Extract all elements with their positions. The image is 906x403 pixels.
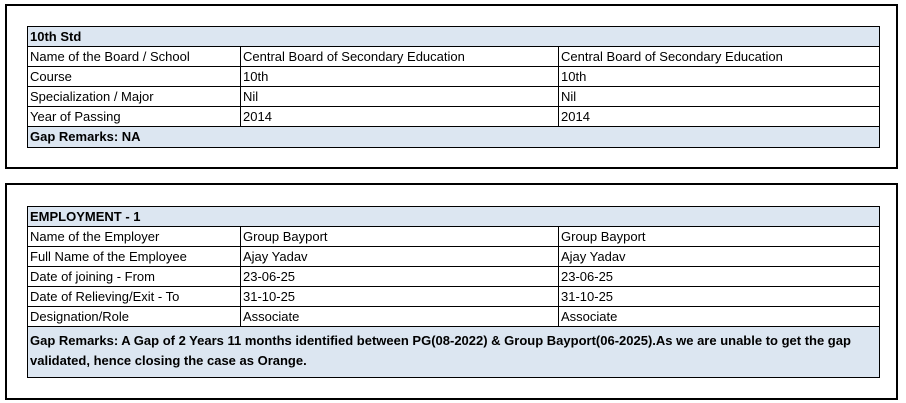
- value-cell: 23-06-25: [240, 266, 559, 287]
- label-cell: Designation/Role: [27, 306, 241, 327]
- data-row: Year of Passing 2014 2014: [27, 106, 880, 127]
- data-row: Course 10th 10th: [27, 66, 880, 87]
- value-cell: Ajay Yadav: [240, 246, 559, 267]
- value-cell: Group Bayport: [557, 226, 881, 247]
- label-cell: Course: [27, 66, 241, 87]
- section-title: 10th Std: [27, 26, 880, 47]
- section-box: 10th Std Name of the Board / School Centra…: [5, 4, 898, 169]
- label-cell: Date of joining - From: [27, 266, 241, 287]
- label-cell: Year of Passing: [27, 106, 241, 127]
- value-cell: Associate: [240, 306, 559, 327]
- section-title: EMPLOYMENT - 1: [26, 206, 881, 227]
- data-row: Name of the Employer Group Bayport Group B…: [27, 226, 881, 247]
- label-cell: Specialization / Major: [27, 86, 241, 107]
- value-cell: 31-10-25: [240, 286, 559, 307]
- value-cell: 2014: [558, 106, 880, 127]
- value-cell: Ajay Yadav: [557, 246, 881, 267]
- value-cell: Group Bayport: [240, 226, 559, 247]
- value-cell: 10th: [240, 66, 559, 87]
- data-row: Date of Relieving/Exit - To 31-10-25 31-10…: [27, 286, 881, 307]
- value-cell: 31-10-25: [557, 286, 881, 307]
- label-cell: Name of the Employer: [27, 226, 241, 247]
- value-cell: 23-06-25: [557, 266, 881, 287]
- value-cell: Associate: [557, 306, 881, 327]
- value-cell: Central Board of Secondary Education: [558, 46, 880, 67]
- data-row: Date of joining - From 23-06-25 23-06-25: [27, 266, 881, 287]
- section-table: 10th Std Name of the Board / School Centra…: [27, 26, 880, 148]
- label-cell: Date of Relieving/Exit - To: [27, 286, 241, 307]
- remarks-row: Gap Remarks: NA: [27, 126, 880, 148]
- section-box: EMPLOYMENT - 1 Name of the Employer Group …: [5, 183, 898, 400]
- value-cell: Central Board of Secondary Education: [240, 46, 559, 67]
- gap-remarks: Gap Remarks: A Gap of 2 Years 11 months …: [26, 326, 881, 378]
- section-table: EMPLOYMENT - 1 Name of the Employer Group …: [26, 206, 881, 378]
- data-row: Designation/Role Associate Associate: [27, 306, 881, 327]
- value-cell: 2014: [240, 106, 559, 127]
- header-row: EMPLOYMENT - 1: [26, 206, 881, 227]
- value-cell: 10th: [558, 66, 880, 87]
- remarks-row: Gap Remarks: A Gap of 2 Years 11 months …: [26, 326, 881, 378]
- gap-remarks: Gap Remarks: NA: [27, 126, 880, 148]
- header-row: 10th Std: [27, 26, 880, 47]
- data-row: Specialization / Major Nil Nil: [27, 86, 880, 107]
- label-cell: Name of the Board / School: [27, 46, 241, 67]
- data-row: Full Name of the Employee Ajay Yadav Ajay …: [27, 246, 881, 267]
- value-cell: Nil: [240, 86, 559, 107]
- value-cell: Nil: [558, 86, 880, 107]
- data-row: Name of the Board / School Central Board …: [27, 46, 880, 67]
- label-cell: Full Name of the Employee: [27, 246, 241, 267]
